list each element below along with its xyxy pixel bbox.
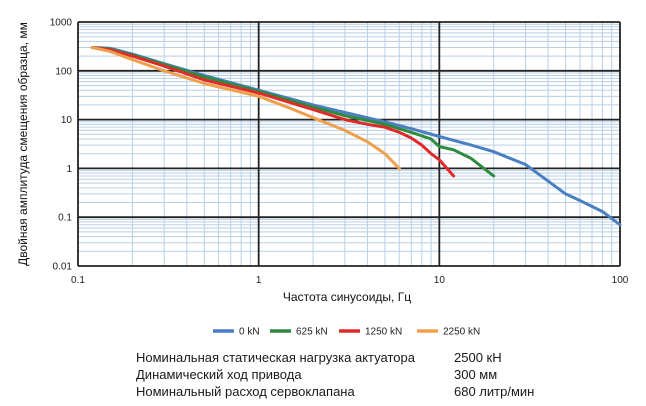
legend: 0 kN 625 kN 1250 kN 2250 kN: [213, 327, 480, 338]
spec-value: 300 мм: [454, 367, 498, 382]
y-tick-label: 1000: [50, 18, 73, 29]
legend-label: 1250 kN: [365, 327, 402, 338]
legend-label: 2250 kN: [443, 327, 480, 338]
spec-label: Номинальная статическая нагрузка актуато…: [136, 350, 415, 365]
grid: [77, 21, 621, 267]
spec-label: Динамический ход привода: [136, 367, 302, 382]
spec-label: Номинальный расход сервоклапана: [136, 384, 355, 399]
series-line-3: [90, 46, 401, 170]
displacement-frequency-chart: 1000 100 10 1 0.1 0.01 0.1 1 10 100 Частота сину…: [16, 18, 629, 338]
x-tick-label: 10: [434, 275, 446, 286]
y-tick-label: 0.1: [58, 213, 72, 224]
y-tick-label: 10: [61, 115, 73, 126]
spec-value: 2500 кН: [454, 350, 502, 365]
x-tick-label: 1: [256, 275, 262, 286]
y-tick-label: 1: [66, 164, 72, 175]
spec-value: 680 литр/мин: [454, 384, 535, 399]
x-axis-title: Частота синусоиды, Гц: [283, 290, 411, 304]
y-axis-title: Двойная амплитуда смещения образца, мм: [16, 22, 30, 266]
legend-label: 625 kN: [296, 327, 328, 338]
y-tick-label: 100: [55, 66, 72, 77]
y-tick-labels: 1000 100 10 1 0.1 0.01: [50, 18, 73, 273]
y-tick-label: 0.01: [53, 262, 73, 273]
series-lines: [90, 46, 622, 227]
x-tick-labels: 0.1 1 10 100: [71, 275, 629, 286]
plot-area: [78, 22, 620, 266]
x-tick-label: 0.1: [71, 275, 85, 286]
x-tick-label: 100: [612, 275, 629, 286]
legend-label: 0 kN: [239, 327, 260, 338]
series-line-2: [90, 46, 456, 178]
